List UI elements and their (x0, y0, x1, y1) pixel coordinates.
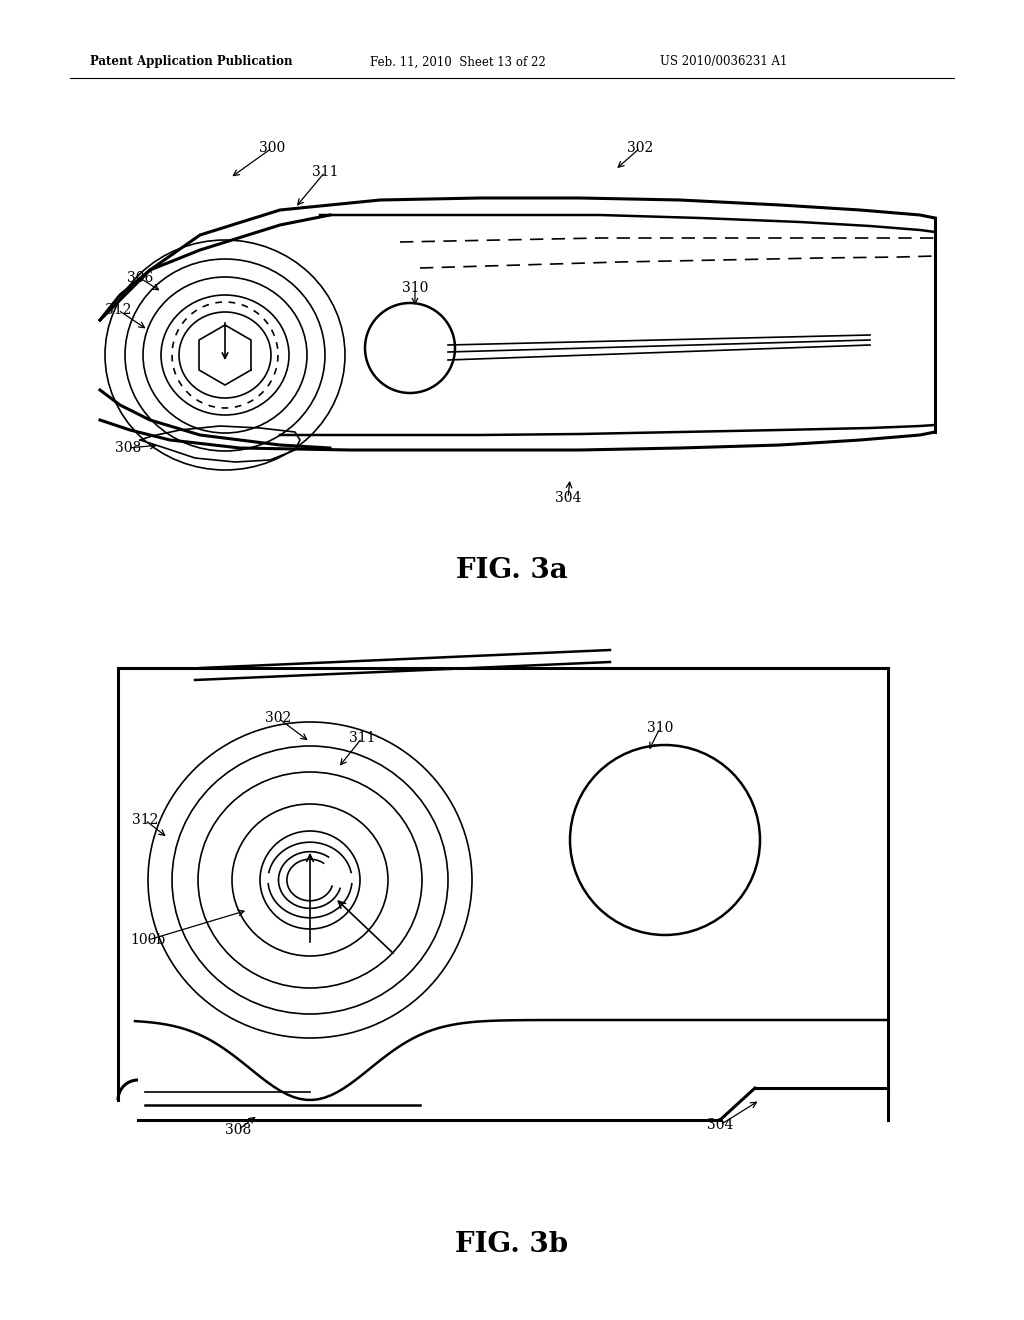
Text: Feb. 11, 2010  Sheet 13 of 22: Feb. 11, 2010 Sheet 13 of 22 (370, 55, 546, 69)
Text: 311: 311 (311, 165, 338, 180)
Text: 302: 302 (265, 711, 291, 725)
Text: 306: 306 (127, 271, 154, 285)
Text: 312: 312 (104, 304, 131, 317)
Text: 311: 311 (349, 731, 375, 744)
Text: 308: 308 (225, 1123, 251, 1137)
Text: FIG. 3b: FIG. 3b (456, 1232, 568, 1258)
Text: 302: 302 (627, 141, 653, 154)
Text: 100b: 100b (130, 933, 166, 946)
Text: 310: 310 (647, 721, 673, 735)
Text: 300: 300 (259, 141, 285, 154)
Text: Patent Application Publication: Patent Application Publication (90, 55, 293, 69)
Ellipse shape (365, 304, 455, 393)
Text: 312: 312 (132, 813, 158, 828)
Text: 304: 304 (707, 1118, 733, 1133)
Text: 304: 304 (555, 491, 582, 506)
Text: FIG. 3a: FIG. 3a (456, 557, 568, 583)
Text: 310: 310 (401, 281, 428, 294)
Text: US 2010/0036231 A1: US 2010/0036231 A1 (660, 55, 787, 69)
Ellipse shape (570, 744, 760, 935)
Text: 308: 308 (115, 441, 141, 455)
